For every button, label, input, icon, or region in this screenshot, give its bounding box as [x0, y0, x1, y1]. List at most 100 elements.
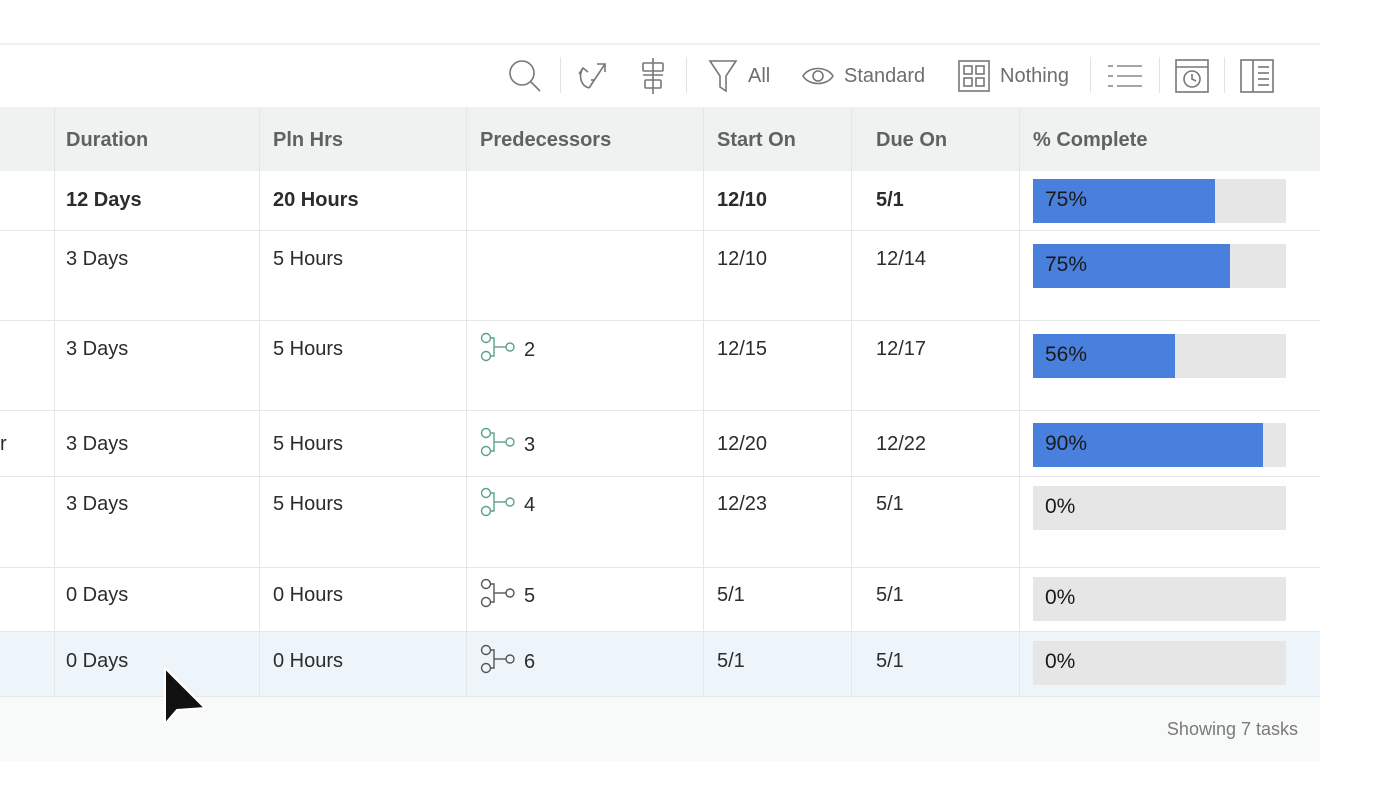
filter-button[interactable]: All [708, 45, 770, 107]
column-divider [851, 107, 852, 697]
predecessor-number: 6 [524, 650, 536, 673]
duration-cell: 3 Days [66, 338, 129, 360]
column-divider [54, 107, 55, 697]
pln-hrs-cell: 5 Hours [273, 248, 344, 270]
predecessor-cell[interactable]: 5 [480, 578, 535, 614]
progress-fill [1033, 334, 1175, 378]
list-view-button[interactable] [1107, 45, 1143, 107]
table-row[interactable]: 0 Days 0 Hours 6 5/1 5/1 0% [0, 632, 1320, 697]
start-on-cell: 5/1 [717, 650, 745, 672]
predecessor-cell[interactable]: 2 [480, 332, 535, 368]
progress-label: 75% [1045, 188, 1088, 211]
progress-fill [1033, 179, 1216, 223]
predecessor-cell[interactable]: 3 [480, 427, 535, 463]
progress-fill [1033, 423, 1264, 467]
due-on-cell: 12/22 [876, 433, 927, 455]
progress-label: 75% [1045, 253, 1088, 276]
progress-bar: 75% [1033, 244, 1286, 288]
eye-icon [802, 63, 834, 89]
due-on-cell: 5/1 [876, 650, 904, 672]
duration-cell: 0 Days [66, 650, 129, 672]
timeline-icon [1175, 59, 1209, 93]
baseline-button[interactable] [575, 45, 611, 107]
progress-label: 0% [1045, 650, 1076, 673]
grid-icon [958, 60, 990, 92]
table-row[interactable]: r 3 Days 5 Hours 3 12/20 12/22 90% [0, 411, 1320, 477]
pln-hrs-cell: 0 Hours [273, 584, 344, 606]
pln-hrs-cell: 5 Hours [273, 338, 344, 360]
due-on-cell: 12/17 [876, 338, 927, 360]
predecessor-number: 2 [524, 338, 536, 361]
column-header-percent-complete[interactable]: % Complete [1033, 129, 1148, 151]
search-button[interactable] [507, 45, 543, 107]
column-header-predecessors[interactable]: Predecessors [480, 129, 612, 151]
start-on-cell: 5/1 [717, 584, 745, 606]
duration-cell: 12 Days [66, 189, 142, 211]
toolbar-separator [1090, 57, 1091, 93]
dependency-icon [480, 487, 516, 523]
progress-bar: 0% [1033, 577, 1286, 621]
search-icon [507, 58, 543, 94]
progress-bar: 75% [1033, 179, 1286, 223]
start-on-cell: 12/15 [717, 338, 768, 360]
duration-cell: 0 Days [66, 584, 129, 606]
align-button[interactable] [636, 45, 670, 107]
predecessor-number: 3 [524, 433, 536, 456]
timeline-button[interactable] [1175, 45, 1209, 107]
start-on-cell: 12/10 [717, 248, 768, 270]
progress-label: 56% [1045, 343, 1088, 366]
toolbar: All Standard Nothing [0, 45, 1320, 107]
due-on-cell: 12/14 [876, 248, 927, 270]
toolbar-separator [686, 57, 687, 93]
toolbar-separator [1159, 57, 1160, 93]
group-button[interactable]: Nothing [958, 45, 1069, 107]
column-header-start-on[interactable]: Start On [717, 129, 796, 151]
due-on-cell: 5/1 [876, 584, 904, 606]
column-divider [1019, 107, 1020, 697]
start-on-cell: 12/10 [717, 189, 768, 211]
progress-bar: 90% [1033, 423, 1286, 467]
grid-footer: Showing 7 tasks [0, 697, 1320, 761]
predecessor-number: 5 [524, 584, 536, 607]
toolbar-separator [560, 57, 561, 93]
view-button[interactable]: Standard [802, 45, 925, 107]
progress-label: 0% [1045, 586, 1076, 609]
duration-cell: 3 Days [66, 493, 129, 515]
baseline-icon [575, 58, 611, 94]
group-label: Nothing [1000, 64, 1069, 87]
panel-button[interactable] [1240, 45, 1274, 107]
due-on-cell: 5/1 [876, 189, 904, 211]
dependency-icon [480, 578, 516, 614]
column-header-pln-hrs[interactable]: Pln Hrs [273, 129, 344, 151]
table-row[interactable]: 0 Days 0 Hours 5 5/1 5/1 0% [0, 568, 1320, 632]
table-row[interactable]: 3 Days 5 Hours 4 12/23 5/1 0% [0, 477, 1320, 568]
view-label: Standard [844, 64, 926, 87]
due-on-cell: 5/1 [876, 493, 904, 515]
list-icon [1107, 63, 1143, 89]
task-count: Showing 7 tasks [1166, 719, 1298, 739]
column-divider [466, 107, 467, 697]
task-name-partial: r [0, 433, 7, 455]
predecessor-cell[interactable]: 6 [480, 644, 535, 680]
grid-header: Duration Pln Hrs Predecessors Start On D… [0, 107, 1320, 171]
duration-cell: 3 Days [66, 433, 129, 455]
dependency-icon [480, 644, 516, 680]
filter-icon [708, 58, 738, 94]
toolbar-separator [1224, 57, 1225, 93]
predecessor-cell[interactable]: 4 [480, 487, 535, 523]
pln-hrs-cell: 5 Hours [273, 493, 344, 515]
table-row[interactable]: 3 Days 5 Hours 12/10 12/14 75% [0, 231, 1320, 321]
progress-bar: 0% [1033, 486, 1286, 530]
align-icon [636, 56, 670, 96]
column-header-duration[interactable]: Duration [66, 129, 149, 151]
column-header-due-on[interactable]: Due On [876, 129, 948, 151]
table-row[interactable]: 3 Days 5 Hours 2 12/15 12/17 56% [0, 321, 1320, 411]
dependency-icon [480, 427, 516, 463]
panel-icon [1240, 59, 1274, 93]
top-divider [0, 43, 1320, 45]
table-row[interactable]: 12 Days 20 Hours 12/10 5/1 75% [0, 171, 1320, 231]
progress-bar: 0% [1033, 641, 1286, 685]
mouse-cursor-icon [163, 665, 208, 731]
start-on-cell: 12/20 [717, 433, 768, 455]
pln-hrs-cell: 0 Hours [273, 650, 344, 672]
